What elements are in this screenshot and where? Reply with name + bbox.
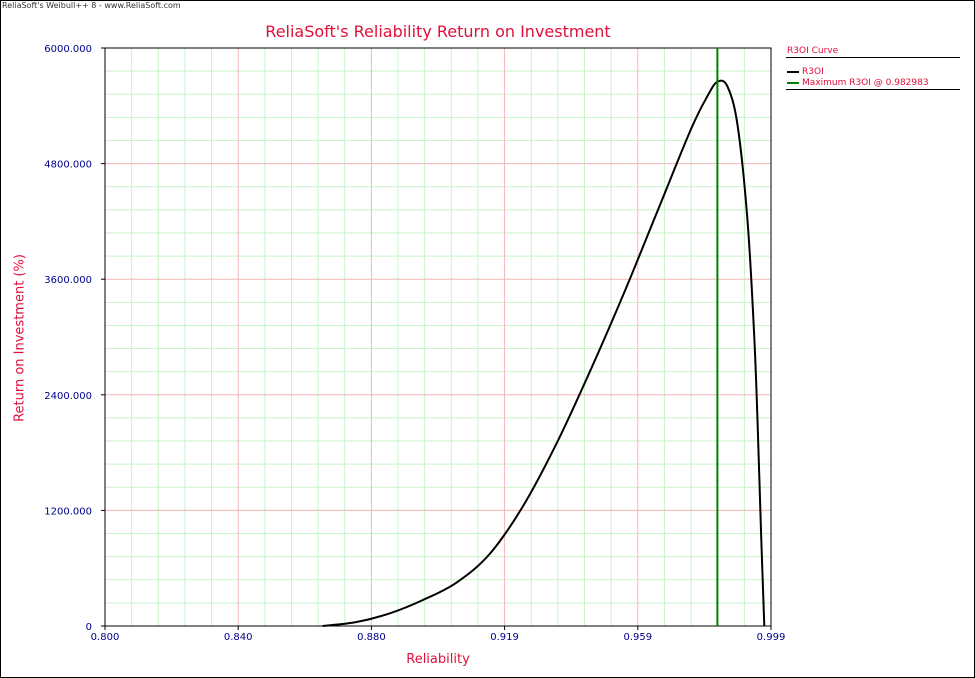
y-tick-label: 0: [86, 622, 92, 633]
legend-swatch-r3oi: [787, 71, 799, 73]
y-tick-label: 2400.000: [44, 391, 92, 402]
x-tick-label: 0.800: [91, 632, 120, 643]
watermark-text: ReliaSoft's Weibull++ 8 - www.ReliaSoft.…: [2, 1, 181, 10]
legend-item-max: Maximum R3OI @ 0.982983: [786, 78, 960, 90]
legend: R3OI Curve R3OI Maximum R3OI @ 0.982983: [786, 44, 960, 90]
y-tick-label: 3600.000: [44, 275, 92, 286]
series-r3oi-line: [322, 79, 766, 627]
x-axis-label: Reliability: [406, 652, 470, 667]
x-tick-label: 0.959: [623, 632, 652, 643]
y-tick-label: 4800.000: [44, 160, 92, 171]
x-tick-label: 0.919: [490, 632, 519, 643]
y-tick-label: 1200.000: [44, 506, 92, 517]
chart-title: ReliaSoft's Reliability Return on Invest…: [265, 22, 611, 41]
x-tick-label: 0.880: [357, 632, 386, 643]
y-tick-label: 6000.000: [44, 44, 92, 55]
legend-label-r3oi: R3OI: [802, 67, 824, 77]
plot-border: [104, 47, 772, 627]
legend-title: R3OI Curve: [786, 44, 960, 58]
legend-label-max: Maximum R3OI @ 0.982983: [802, 78, 929, 88]
legend-swatch-max: [787, 82, 799, 84]
x-tick-label: 0.999: [757, 632, 786, 643]
x-tick-label: 0.840: [224, 632, 253, 643]
legend-item-r3oi: R3OI: [786, 67, 960, 77]
